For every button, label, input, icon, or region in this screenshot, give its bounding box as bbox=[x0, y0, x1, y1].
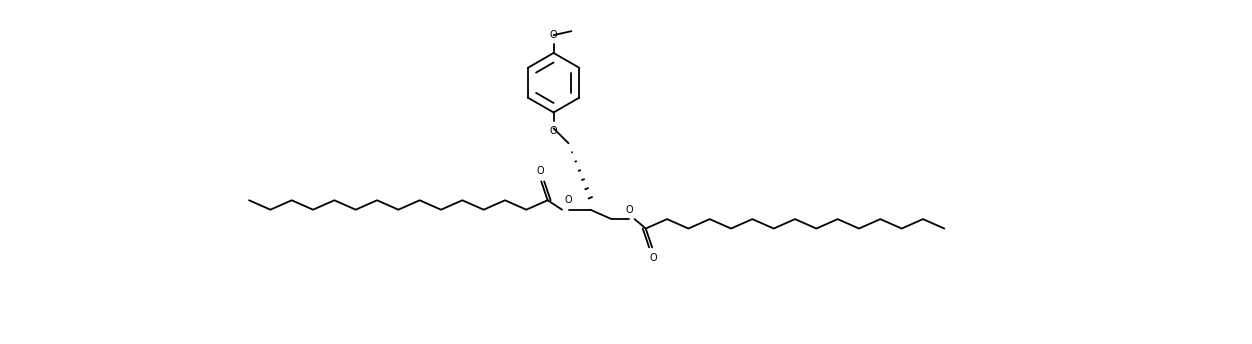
Text: O: O bbox=[536, 166, 545, 176]
Text: O: O bbox=[626, 205, 634, 215]
Text: O: O bbox=[650, 253, 657, 263]
Text: O: O bbox=[550, 126, 557, 136]
Text: O: O bbox=[565, 195, 572, 205]
Text: O: O bbox=[550, 30, 557, 40]
